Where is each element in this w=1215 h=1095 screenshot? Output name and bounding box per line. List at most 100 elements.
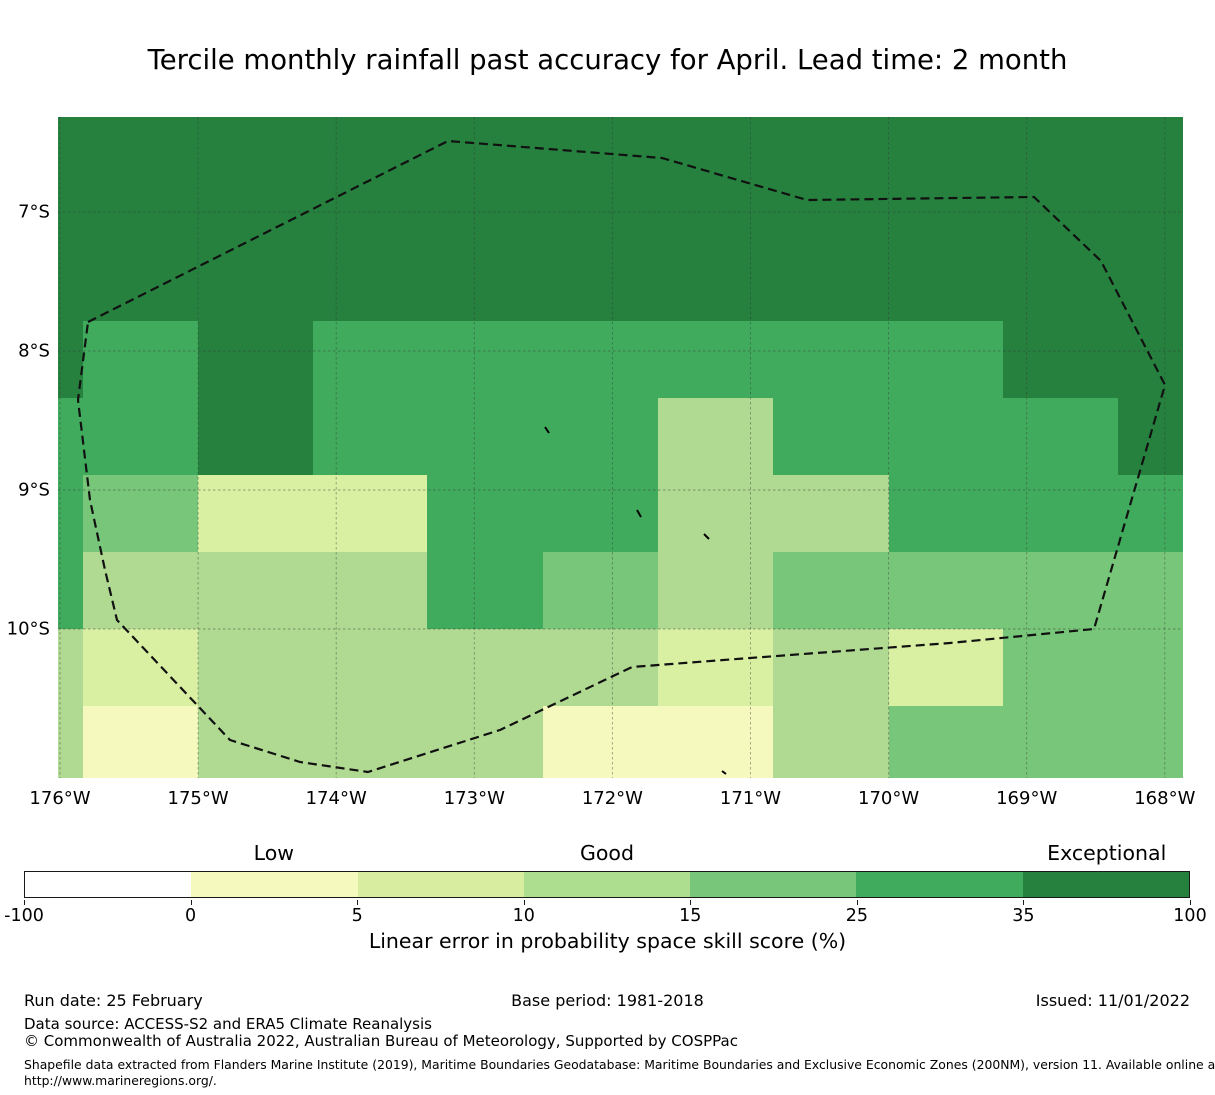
colorbar-tick xyxy=(523,900,525,905)
raster-cell xyxy=(312,551,428,629)
raster-cell xyxy=(1003,706,1118,778)
colorbar-tick-label: 0 xyxy=(184,906,197,926)
colorbar-tick-label: -100 xyxy=(4,906,44,926)
raster-cell xyxy=(543,397,658,475)
x-tick-label: 170°W xyxy=(858,788,920,809)
raster-cell xyxy=(1003,320,1118,398)
raster-cell xyxy=(312,320,428,398)
colorbar-axis-label: Linear error in probability space skill … xyxy=(368,929,847,953)
raster-cell xyxy=(657,551,773,629)
raster-cell xyxy=(1117,117,1183,244)
raster-cell xyxy=(772,117,889,244)
raster-cell xyxy=(312,706,428,778)
colorbar-tick xyxy=(190,900,192,905)
map-overlay xyxy=(58,117,1183,778)
graticule-gridlines xyxy=(58,117,1183,778)
raster-cell xyxy=(657,706,773,778)
x-tick-label: 171°W xyxy=(719,788,782,809)
colorbar-tick xyxy=(1023,900,1025,905)
y-tick-label: 8°S xyxy=(18,340,50,362)
raster-cell xyxy=(83,117,199,244)
raster-cell xyxy=(1117,629,1183,706)
raster-cell xyxy=(888,117,1004,244)
chart-title: Tercile monthly rainfall past accuracy f… xyxy=(147,44,1068,76)
raster-cell xyxy=(772,320,889,398)
raster-cell xyxy=(198,551,313,629)
footer-base-period: Base period: 1981-2018 xyxy=(511,991,704,1010)
colorbar-category-label: Good xyxy=(580,841,634,865)
x-tick-label: 169°W xyxy=(996,788,1058,809)
island-mark xyxy=(721,770,727,775)
island-marks xyxy=(544,426,727,775)
colorbar-tick xyxy=(856,900,858,905)
raster-cell xyxy=(83,243,199,321)
raster-cell xyxy=(543,320,658,398)
raster-cell xyxy=(657,117,773,244)
colorbar-tick xyxy=(1190,900,1191,905)
raster-cell xyxy=(1117,320,1183,398)
y-tick-label: 9°S xyxy=(18,479,50,501)
colorbar-tick xyxy=(357,900,359,905)
raster-cell xyxy=(772,397,889,475)
raster-cell xyxy=(58,551,84,629)
raster-cell xyxy=(657,629,773,706)
raster-cell xyxy=(888,629,1004,706)
raster-cell xyxy=(58,474,84,552)
footer-shapefile-note-line1: Shapefile data extracted from Flanders M… xyxy=(24,1057,1215,1072)
raster-cell xyxy=(657,320,773,398)
colorbar-tick-label: 35 xyxy=(1012,906,1035,926)
raster-cell xyxy=(427,629,544,706)
raster-cell xyxy=(888,706,1004,778)
raster-cell xyxy=(772,551,889,629)
island-mark xyxy=(636,509,642,518)
colorbar-bar xyxy=(24,871,1190,898)
colorbar-segment xyxy=(25,872,192,897)
raster-cell xyxy=(427,474,544,552)
raster-cell xyxy=(83,706,199,778)
raster-cell xyxy=(1003,474,1118,552)
raster-cell xyxy=(58,706,84,778)
raster-cell xyxy=(312,629,428,706)
colorbar-segment xyxy=(523,872,691,897)
raster-cell xyxy=(427,243,544,321)
map-canvas xyxy=(58,117,1183,778)
y-tick-label: 7°S xyxy=(18,201,50,223)
raster-cell xyxy=(1117,551,1183,629)
raster-cell xyxy=(83,397,199,475)
raster-cell xyxy=(1003,243,1118,321)
colorbar-tick-label: 100 xyxy=(1173,906,1207,926)
colorbar-segment xyxy=(357,872,524,897)
raster-cell xyxy=(543,117,658,244)
raster-cell xyxy=(543,551,658,629)
footer-data-source: Data source: ACCESS-S2 and ERA5 Climate … xyxy=(24,1015,432,1033)
y-tick-label: 10°S xyxy=(6,618,50,640)
raster-cell xyxy=(198,397,313,475)
raster-cell xyxy=(888,243,1004,321)
raster-cell xyxy=(772,243,889,321)
raster-cell xyxy=(198,474,313,552)
raster-cell xyxy=(1117,706,1183,778)
raster-cell xyxy=(1003,629,1118,706)
colorbar-tick-label: 5 xyxy=(351,906,363,926)
colorbar-tick xyxy=(24,900,25,905)
raster-cell xyxy=(312,397,428,475)
eez-boundary-dashed-line xyxy=(76,139,1167,774)
raster-cell xyxy=(312,243,428,321)
raster-cell xyxy=(427,397,544,475)
raster-cell xyxy=(543,706,658,778)
colorbar-segment xyxy=(191,872,358,897)
raster-cell xyxy=(888,474,1004,552)
x-tick-label: 173°W xyxy=(443,788,505,809)
island-mark xyxy=(703,533,710,540)
raster-cell xyxy=(427,551,544,629)
raster-cell xyxy=(888,397,1004,475)
raster-cell xyxy=(888,320,1004,398)
raster-cell xyxy=(58,629,84,706)
colorbar-tick-label: 10 xyxy=(512,906,535,926)
raster-cell xyxy=(1003,551,1118,629)
raster-cell xyxy=(657,397,773,475)
x-tick-label: 175°W xyxy=(167,788,229,809)
raster-cells xyxy=(58,117,1183,778)
colorbar-category-label: Exceptional xyxy=(1047,841,1167,865)
